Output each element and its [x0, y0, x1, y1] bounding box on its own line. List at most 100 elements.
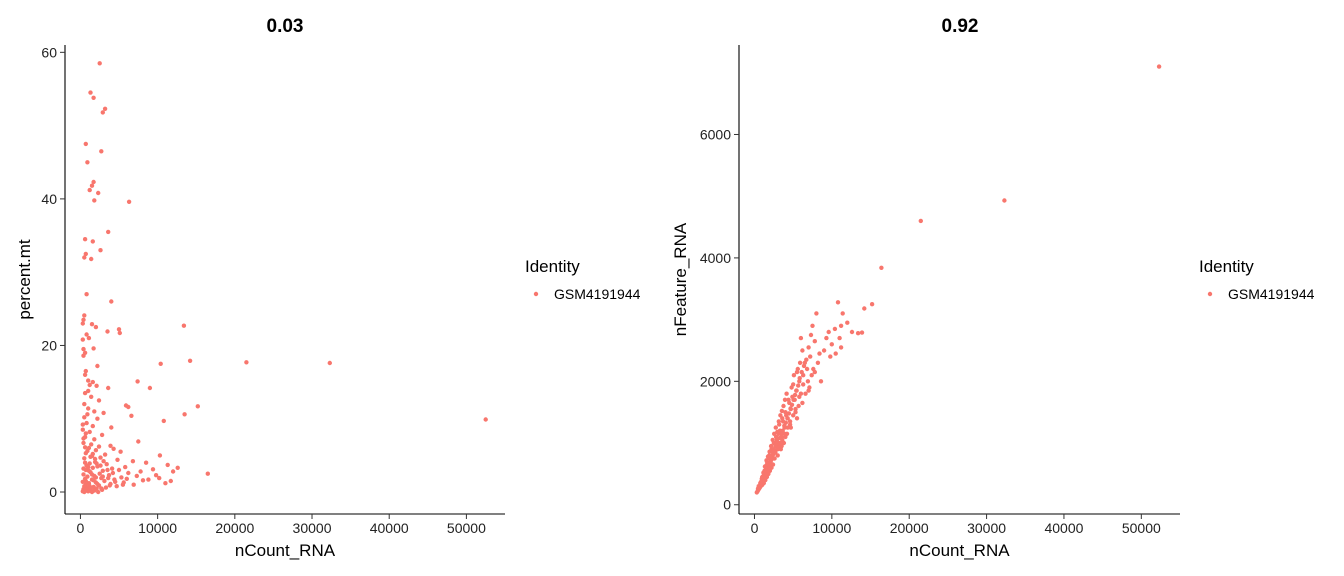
data-point: [777, 440, 783, 446]
data-point: [837, 335, 842, 341]
data-point: [768, 443, 774, 449]
data-point: [187, 358, 193, 363]
data-point: [798, 391, 804, 396]
data-point: [797, 376, 802, 381]
data-point: [175, 465, 180, 470]
data-point: [81, 472, 86, 477]
data-point: [147, 385, 153, 391]
data-point: [99, 486, 104, 491]
data-point: [106, 475, 111, 481]
data-point: [90, 465, 96, 470]
data-point: [123, 464, 128, 470]
data-point: [815, 360, 821, 365]
data-point: [83, 431, 89, 436]
data-point: [102, 452, 108, 457]
data-point: [918, 218, 923, 224]
data-point: [140, 478, 146, 483]
data-point: [796, 403, 801, 409]
data-point: [772, 449, 777, 454]
data-point: [89, 442, 94, 447]
data-point: [124, 476, 129, 481]
data-point: [153, 473, 159, 478]
data-point: [88, 90, 93, 95]
data-point: [82, 255, 87, 260]
x-tick-label: 20000: [890, 520, 929, 536]
x-tick-label: 40000: [370, 520, 409, 536]
data-point: [801, 382, 806, 387]
data-point: [796, 383, 801, 388]
data-point: [832, 326, 838, 332]
data-point: [81, 436, 86, 441]
data-point: [789, 385, 794, 390]
data-point: [107, 483, 113, 488]
data-point: [799, 369, 804, 375]
data-point: [814, 311, 819, 316]
data-point: [86, 464, 91, 470]
legend-marker: [533, 291, 539, 297]
data-point: [96, 444, 102, 449]
x-tick-label: 30000: [293, 520, 332, 536]
data-point: [82, 390, 88, 396]
data-point: [817, 351, 822, 356]
data-point: [80, 321, 86, 326]
data-point: [838, 345, 844, 350]
data-point: [788, 406, 793, 411]
data-point: [806, 345, 811, 350]
data-point: [775, 453, 780, 458]
legend-title: Identity: [525, 257, 580, 276]
data-point: [803, 391, 808, 396]
data-point: [87, 461, 92, 466]
data-point: [778, 413, 783, 418]
data-point: [90, 379, 96, 385]
data-point: [838, 323, 844, 328]
data-point: [163, 481, 168, 486]
data-point: [82, 415, 87, 420]
data-point: [86, 378, 91, 383]
data-point: [116, 327, 122, 332]
data-point: [130, 459, 136, 464]
data-point: [81, 317, 86, 322]
data-point: [91, 179, 96, 185]
data-point: [100, 474, 106, 479]
data-point: [88, 454, 93, 459]
data-point: [136, 439, 141, 444]
data-point: [776, 419, 781, 424]
y-tick-label: 40: [41, 191, 57, 207]
data-point: [98, 463, 103, 468]
data-point: [87, 484, 92, 489]
data-point: [89, 256, 94, 262]
data-point: [83, 478, 89, 484]
data-point: [81, 346, 86, 352]
data-point: [327, 360, 332, 366]
data-point: [805, 379, 811, 384]
data-point: [110, 470, 116, 476]
data-point: [120, 482, 126, 487]
data-point: [812, 369, 817, 375]
data-point: [789, 402, 795, 407]
data-point: [114, 484, 119, 489]
data-point: [821, 348, 827, 353]
x-tick-label: 50000: [1122, 520, 1161, 536]
data-point: [106, 385, 111, 391]
data-point: [765, 454, 771, 459]
y-tick-label: 20: [41, 337, 57, 353]
y-tick-label: 2000: [700, 373, 731, 389]
data-point: [792, 392, 798, 398]
data-point: [788, 425, 793, 430]
data-point: [1156, 64, 1162, 69]
x-tick-label: 50000: [447, 520, 486, 536]
chart-title: 0.03: [267, 16, 304, 37]
data-point: [785, 425, 790, 430]
data-point: [95, 363, 100, 369]
data-point: [786, 411, 792, 416]
data-point: [101, 459, 106, 464]
data-point: [181, 323, 187, 328]
data-point: [809, 373, 814, 378]
data-point: [758, 480, 763, 486]
data-point: [86, 335, 92, 341]
data-point: [804, 357, 809, 362]
x-axis-label: nCount_RNA: [909, 541, 1010, 560]
data-point: [786, 397, 791, 402]
